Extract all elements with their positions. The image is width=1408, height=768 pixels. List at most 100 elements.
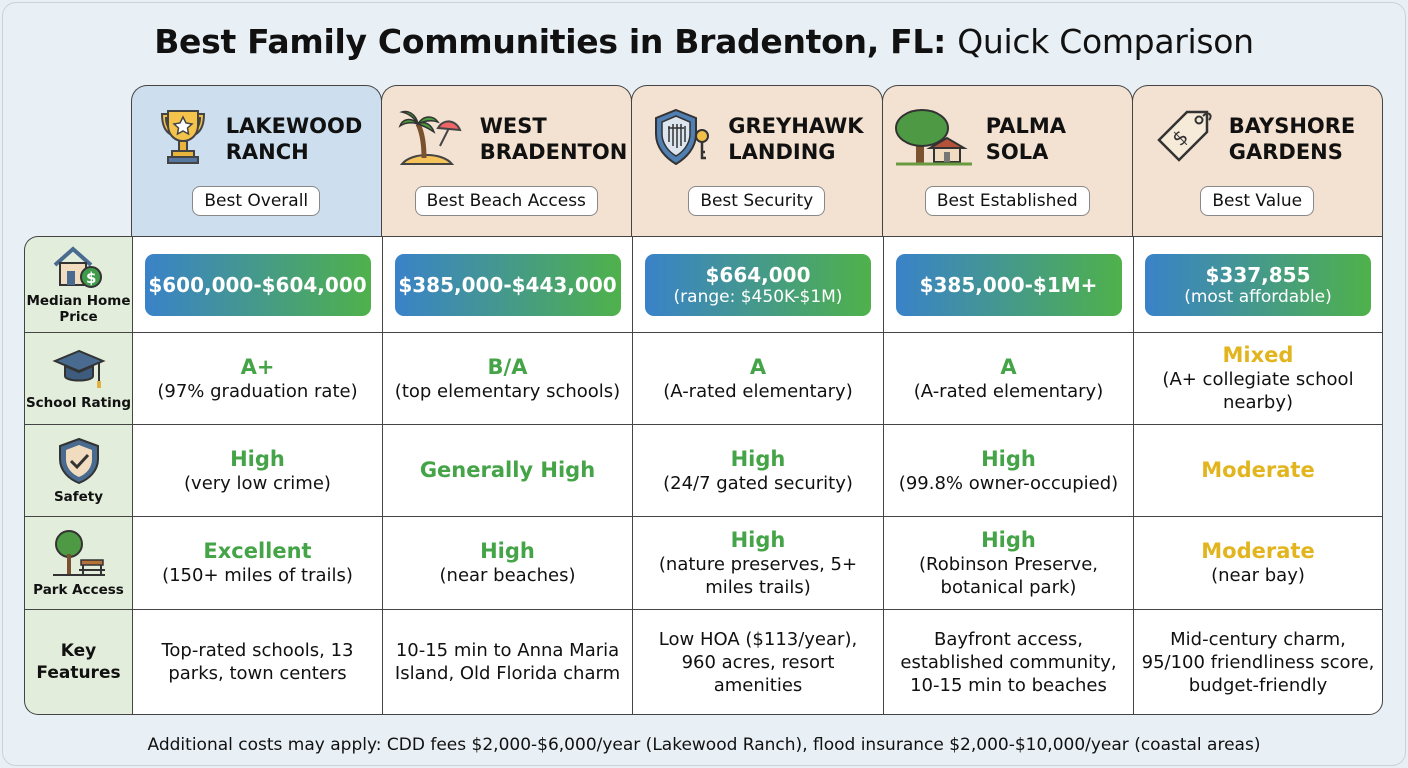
rating-value: Mixed [1222,343,1294,367]
category-badge: Best Overall [192,186,321,216]
rating-value: High [981,446,1036,471]
rating-value: Moderate [1201,539,1315,563]
page-title: Best Family Communities in Bradenton, FL… [0,22,1408,61]
table-cell: Mixed (A+ collegiate school nearby) [1133,332,1383,424]
category-badge: Best Beach Access [414,186,598,216]
row-label-text: School Rating [25,394,132,411]
column-header-lakewood-ranch: LAKEWOOD RANCH Best Overall [130,85,382,236]
rating-value: Generally High [419,458,596,482]
table-cell: High (24/7 gated security) [632,424,883,516]
row-label-school-rating: School Rating [24,332,132,424]
svg-text:$: $ [86,269,96,287]
header-top: GREYHAWK LANDING [650,104,864,174]
rating-value: Excellent [203,539,312,563]
rating-value: Moderate [1201,458,1315,482]
table-cell: 10-15 min to Anna Maria Island, Old Flor… [382,609,632,715]
rating-value: High [981,527,1036,552]
community-name: GREYHAWK LANDING [728,114,864,164]
comparison-table: LAKEWOOD RANCH Best Overall WEST BRADENTON… [24,85,1383,715]
table-cell: Bayfront access, established community, … [883,609,1133,715]
header-top: LAKEWOOD RANCH [152,104,362,174]
table-corner [24,85,132,236]
cell-note: (A-rated elementary) [663,380,853,402]
table-cell: High (near beaches) [382,516,632,609]
table-cell: $600,000-$604,000 [132,236,382,332]
table-cell: Moderate [1133,424,1383,516]
rating-value: High [480,539,535,563]
park-icon [51,528,107,582]
rating-value: High [730,446,786,471]
house-dollar-icon: $ [51,245,107,293]
cell-note: (99.8% owner-occupied) [898,472,1119,494]
rating-value: High [730,527,786,552]
cell-note: (near beaches) [439,565,576,586]
price-pill: $385,000-$443,000 [394,253,621,316]
table-cell: Excellent (150+ miles of trails) [132,516,382,609]
price-note: (most affordable) [1184,286,1332,307]
cell-note: (nature preserves, 5+ miles trails) [658,553,858,598]
tree-house-icon [894,106,974,172]
cell-note: (24/7 gated security) [663,472,853,494]
price-value: $385,000-$1M+ [919,272,1098,297]
row-label-text: Key Features [36,641,121,683]
column-header-west-bradenton: WEST BRADENTON Best Beach Access [380,85,632,236]
table-cell: High (99.8% owner-occupied) [883,424,1133,516]
category-badge: Best Security [688,186,826,216]
palm-beach-icon [398,106,468,172]
cell-note: Low HOA ($113/year), 960 acres, resort a… [658,628,858,696]
column-header-greyhawk-landing: GREYHAWK LANDING Best Security [630,85,883,236]
cell-note: Bayfront access, established community, … [900,628,1117,696]
price-value: $664,000 [705,262,811,287]
column-header-bayshore-gardens: $ BAYSHORE GARDENS Best Value [1131,85,1383,236]
table-cell: A (A-rated elementary) [883,332,1133,424]
row-label-key-features: Key Features [24,609,132,715]
table-cell: $337,855 (most affordable) [1133,236,1383,332]
table-cell: Generally High [382,424,632,516]
price-pill: $600,000-$604,000 [144,253,371,316]
price-pill: $385,000-$1M+ [895,253,1122,316]
table-cell: Moderate (near bay) [1133,516,1383,609]
row-label-text: Median Home Price [26,292,131,325]
price-value: $385,000-$443,000 [398,272,617,297]
price-tag-icon: $ [1151,106,1217,172]
cell-note: (top elementary schools) [394,380,621,402]
rating-value: B/A [487,354,528,379]
table-cell: A (A-rated elementary) [632,332,883,424]
cell-note: (150+ miles of trails) [162,565,353,586]
header-top: PALMA SOLA [894,104,1121,174]
rating-value: A [749,354,767,379]
price-note: (range: $450K-$1M) [673,286,843,307]
community-name: PALMA SOLA [985,114,1066,164]
shield-key-icon [650,106,716,172]
community-name: WEST BRADENTON [479,114,628,164]
cell-note: (A-rated elementary) [913,380,1104,402]
table-cell: High (Robinson Preserve, botanical park) [883,516,1133,609]
table-cell: Top-rated schools, 13 parks, town center… [132,609,382,715]
header-top: WEST BRADENTON [398,104,628,174]
price-value: $337,855 [1205,262,1311,287]
cell-note: (very low crime) [184,472,331,494]
row-label-text: Safety [53,488,104,505]
price-value: $600,000-$604,000 [148,272,367,297]
table-cell: Low HOA ($113/year), 960 acres, resort a… [632,609,883,715]
rating-value: A+ [240,354,275,379]
price-pill: $337,855 (most affordable) [1145,253,1371,316]
graduation-cap-icon [51,347,107,395]
table-cell: $385,000-$1M+ [883,236,1133,332]
price-pill: $664,000 (range: $450K-$1M) [645,253,871,316]
row-label-text: Park Access [33,582,124,598]
category-badge: Best Established [924,186,1090,216]
table-cell: High (nature preserves, 5+ miles trails) [632,516,883,609]
title-sub: Quick Comparison [957,22,1254,61]
title-main: Best Family Communities in Bradenton, FL… [154,22,946,61]
table-cell: Mid-century charm, 95/100 friendliness s… [1133,609,1383,715]
row-label-safety: Safety [24,424,132,516]
cell-note: 10-15 min to Anna Maria Island, Old Flor… [394,640,621,684]
rating-value: A [1000,354,1017,379]
category-badge: Best Value [1200,186,1315,216]
cell-note: Mid-century charm, 95/100 friendliness s… [1141,628,1375,696]
cell-note: Top-rated schools, 13 parks, town center… [161,640,354,684]
table-cell: High (very low crime) [132,424,382,516]
footer-note: Additional costs may apply: CDD fees $2,… [147,735,1261,755]
